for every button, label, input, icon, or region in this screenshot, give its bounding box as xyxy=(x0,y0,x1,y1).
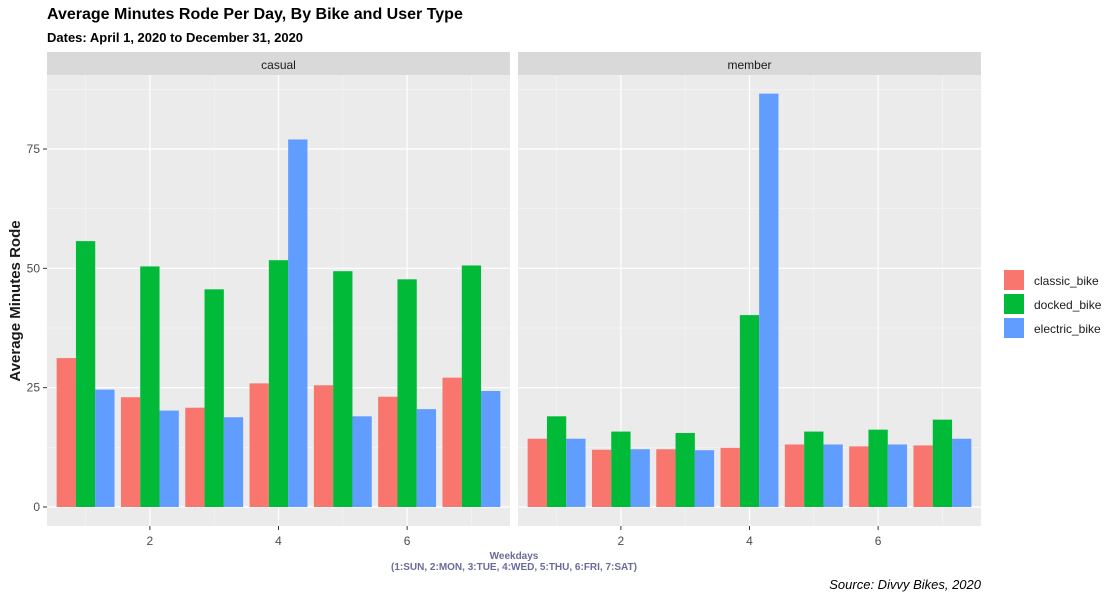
bar-member-docked_bike xyxy=(675,433,695,507)
y-tick-label: 25 xyxy=(27,381,41,395)
chart-subtitle: Dates: April 1, 2020 to December 31, 202… xyxy=(47,30,304,45)
bar-member-docked_bike xyxy=(868,429,888,507)
bar-casual-docked_bike xyxy=(140,266,160,507)
bar-casual-docked_bike xyxy=(268,260,289,507)
bar-casual-electric_bike xyxy=(481,391,501,507)
facet-strip xyxy=(518,52,981,75)
x-tick-label: 6 xyxy=(875,534,882,548)
bar-casual-classic_bike xyxy=(378,396,398,507)
bar-casual-classic_bike xyxy=(120,397,141,507)
x-tick-label: 4 xyxy=(275,534,282,548)
bar-member-docked_bike xyxy=(804,431,824,507)
bar-casual-docked_bike xyxy=(397,279,417,507)
bar-casual-docked_bike xyxy=(461,265,482,507)
y-tick-label: 50 xyxy=(27,261,41,275)
facet-strip-label: casual xyxy=(261,58,296,72)
bar-member-electric_bike xyxy=(823,444,843,507)
chart-title: Average Minutes Rode Per Day, By Bike an… xyxy=(47,6,463,23)
x-tick-label: 6 xyxy=(404,534,411,548)
legend-key-docked_bike xyxy=(1004,294,1024,314)
bar-casual-electric_bike xyxy=(223,417,244,507)
bar-casual-docked_bike xyxy=(75,241,96,507)
bar-member-classic_bike xyxy=(720,447,740,507)
bar-casual-classic_bike xyxy=(313,385,334,507)
legend-label-docked_bike: docked_bike xyxy=(1034,298,1102,312)
bar-casual-docked_bike xyxy=(333,271,353,507)
x-tick-label: 4 xyxy=(746,534,753,548)
x-tick-label: 2 xyxy=(618,534,625,548)
x-tick-label: 2 xyxy=(147,534,154,548)
bar-casual-electric_bike xyxy=(416,409,437,507)
facet-strip xyxy=(47,52,510,75)
bar-member-electric_bike xyxy=(887,444,908,507)
bar-member-electric_bike xyxy=(694,450,715,507)
bar-member-docked_bike xyxy=(546,416,567,507)
legend-key-classic_bike xyxy=(1004,270,1024,290)
y-tick-label: 0 xyxy=(33,500,40,514)
bar-casual-electric_bike xyxy=(95,389,115,507)
bar-casual-classic_bike xyxy=(56,358,76,507)
bar-member-docked_bike xyxy=(611,431,631,507)
bar-member-classic_bike xyxy=(913,445,933,507)
legend-label-electric_bike: electric_bike xyxy=(1034,322,1101,336)
bar-member-classic_bike xyxy=(849,446,869,507)
legend-key-electric_bike xyxy=(1004,318,1024,338)
bar-casual-electric_bike xyxy=(352,416,372,507)
bar-member-classic_bike xyxy=(656,449,676,507)
bar-member-docked_bike xyxy=(739,315,760,507)
bar-member-docked_bike xyxy=(932,419,953,507)
y-axis-label: Average Minutes Rode xyxy=(7,220,24,381)
legend-label-classic_bike: classic_bike xyxy=(1034,274,1099,288)
bar-casual-classic_bike xyxy=(185,407,205,507)
facet-strip-label: member xyxy=(727,58,771,72)
bar-member-electric_bike xyxy=(759,93,779,507)
bar-member-classic_bike xyxy=(527,438,547,507)
bar-casual-classic_bike xyxy=(442,377,462,507)
x-axis-label-line2: (1:SUN, 2:MON, 3:TUE, 4:WED, 5:THU, 6:FR… xyxy=(391,562,637,573)
bar-casual-electric_bike xyxy=(159,410,179,507)
chart-caption: Source: Divvy Bikes, 2020 xyxy=(829,577,981,592)
bar-member-electric_bike xyxy=(566,438,586,507)
bar-member-electric_bike xyxy=(952,438,972,507)
bar-member-classic_bike xyxy=(784,444,805,507)
bar-member-classic_bike xyxy=(591,449,612,507)
bar-casual-classic_bike xyxy=(249,383,269,507)
y-tick-label: 75 xyxy=(27,142,41,156)
bar-casual-electric_bike xyxy=(288,139,308,507)
bar-casual-docked_bike xyxy=(204,289,224,507)
bar-member-electric_bike xyxy=(630,449,650,507)
x-axis-label-line1: Weekdays xyxy=(490,551,539,562)
